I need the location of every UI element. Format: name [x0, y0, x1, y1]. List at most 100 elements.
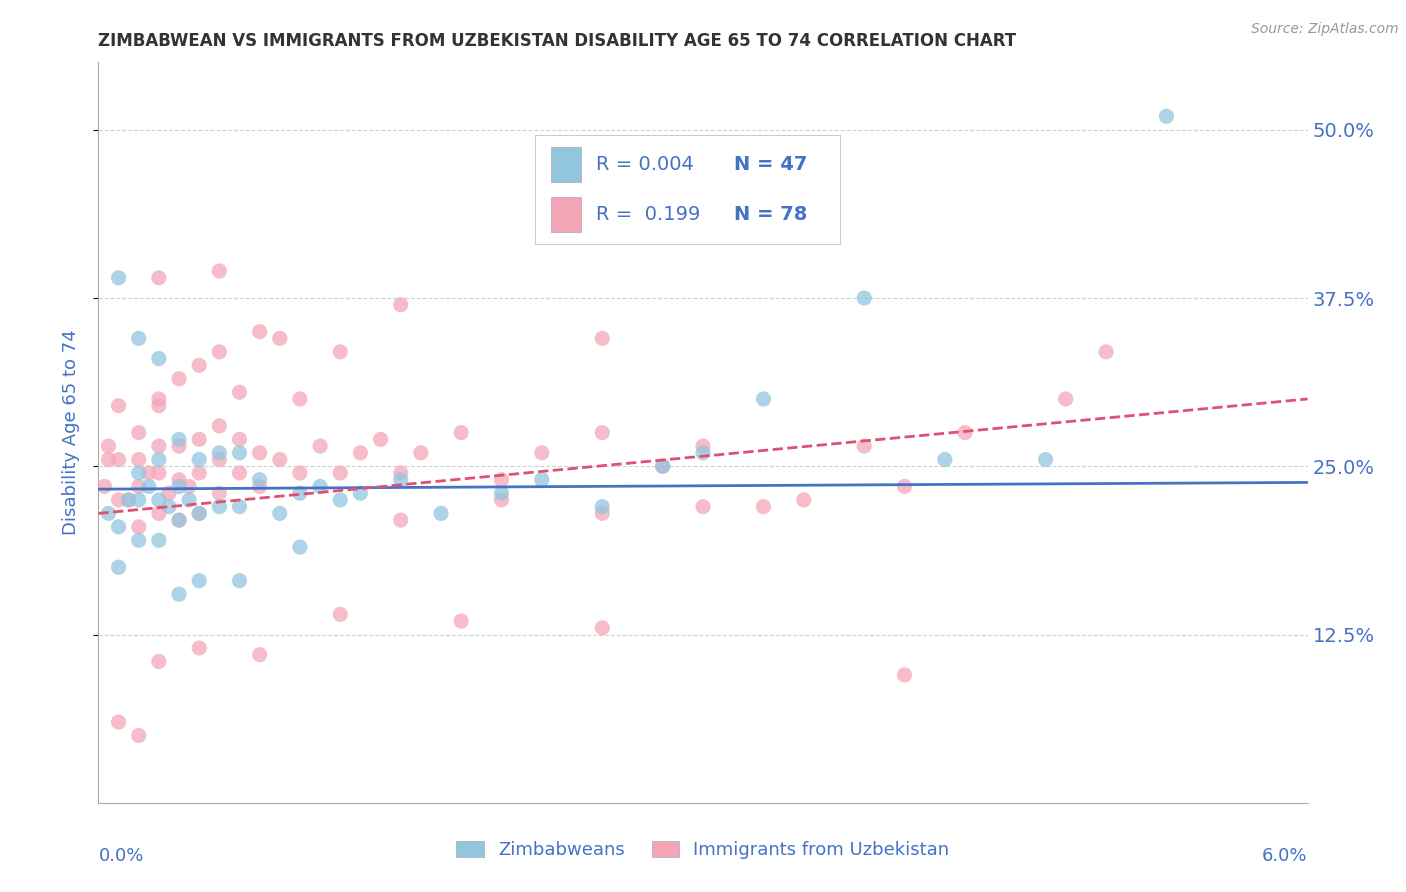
Point	[228, 574, 250, 588]
Point	[1156, 109, 1178, 123]
Point	[167, 433, 190, 447]
Point	[309, 439, 332, 453]
Point	[953, 425, 976, 440]
Point	[692, 446, 714, 460]
Point	[228, 466, 250, 480]
Point	[752, 392, 775, 406]
Text: R = 0.004: R = 0.004	[596, 154, 695, 174]
Point	[188, 359, 211, 373]
Point	[491, 492, 513, 507]
Point	[128, 466, 150, 480]
Point	[288, 392, 311, 406]
Point	[128, 492, 150, 507]
Text: 6.0%: 6.0%	[1263, 847, 1308, 865]
Point	[430, 507, 453, 521]
Point	[208, 344, 231, 359]
Point	[208, 418, 231, 433]
Point	[228, 385, 250, 400]
Point	[269, 507, 291, 521]
Point	[228, 433, 250, 447]
Point	[128, 479, 150, 493]
Point	[651, 459, 673, 474]
Point	[107, 270, 129, 285]
Point	[329, 607, 352, 622]
Point	[188, 507, 211, 521]
Legend: Zimbabweans, Immigrants from Uzbekistan: Zimbabweans, Immigrants from Uzbekistan	[447, 831, 959, 868]
Point	[107, 452, 129, 467]
Point	[118, 492, 141, 507]
Point	[591, 500, 613, 514]
Point	[309, 479, 332, 493]
Point	[167, 439, 190, 453]
Point	[128, 520, 150, 534]
Point	[128, 729, 150, 743]
Point	[1035, 452, 1057, 467]
Point	[97, 507, 120, 521]
Point	[249, 479, 271, 493]
Point	[591, 507, 613, 521]
Point	[1095, 344, 1118, 359]
Point	[288, 466, 311, 480]
Point	[208, 264, 231, 278]
Point	[591, 621, 613, 635]
Text: N = 78: N = 78	[734, 205, 807, 224]
Point	[249, 648, 271, 662]
Point	[752, 500, 775, 514]
Point	[148, 351, 170, 366]
Point	[148, 492, 170, 507]
Point	[148, 399, 170, 413]
Point	[530, 446, 553, 460]
Point	[450, 425, 472, 440]
Point	[107, 492, 129, 507]
Point	[179, 479, 201, 493]
Point	[97, 452, 120, 467]
Point	[148, 655, 170, 669]
Point	[128, 452, 150, 467]
Point	[148, 507, 170, 521]
Point	[530, 473, 553, 487]
Point	[107, 399, 129, 413]
Point	[249, 473, 271, 487]
Text: ZIMBABWEAN VS IMMIGRANTS FROM UZBEKISTAN DISABILITY AGE 65 TO 74 CORRELATION CHA: ZIMBABWEAN VS IMMIGRANTS FROM UZBEKISTAN…	[98, 32, 1017, 50]
Point	[188, 452, 211, 467]
Point	[148, 439, 170, 453]
Point	[228, 500, 250, 514]
Point	[853, 291, 876, 305]
Point	[269, 331, 291, 345]
Point	[107, 560, 129, 574]
Point	[179, 492, 201, 507]
Point	[208, 486, 231, 500]
Point	[188, 466, 211, 480]
Point	[167, 473, 190, 487]
Point	[934, 452, 956, 467]
Point	[97, 439, 120, 453]
Point	[491, 473, 513, 487]
Point	[167, 479, 190, 493]
Point	[288, 486, 311, 500]
Point	[349, 446, 371, 460]
Point	[157, 486, 180, 500]
Point	[148, 452, 170, 467]
Point	[692, 500, 714, 514]
Point	[188, 507, 211, 521]
Y-axis label: Disability Age 65 to 74: Disability Age 65 to 74	[62, 330, 80, 535]
Point	[288, 540, 311, 554]
Text: N = 47: N = 47	[734, 154, 807, 174]
Point	[249, 446, 271, 460]
Point	[893, 479, 915, 493]
Point	[329, 466, 352, 480]
Point	[128, 533, 150, 548]
Point	[389, 466, 412, 480]
Point	[370, 433, 392, 447]
Point	[389, 513, 412, 527]
Point	[128, 425, 150, 440]
Point	[389, 473, 412, 487]
Point	[118, 492, 141, 507]
Point	[389, 298, 412, 312]
Point	[228, 446, 250, 460]
Point	[450, 614, 472, 628]
Point	[208, 446, 231, 460]
Point	[148, 270, 170, 285]
Text: 0.0%: 0.0%	[98, 847, 143, 865]
Bar	[551, 146, 581, 182]
